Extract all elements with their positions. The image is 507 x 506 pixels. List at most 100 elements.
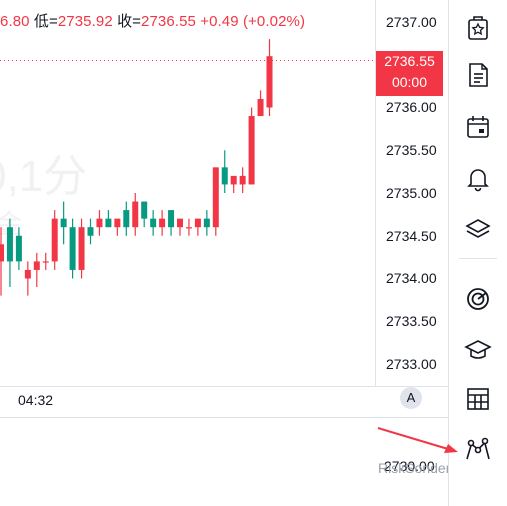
news-button[interactable] [460,57,496,93]
chart-nodes-button[interactable] [460,430,496,466]
candle [141,201,148,228]
lower-pane-tick: 2730.00 [384,458,435,474]
candle-body [87,227,94,236]
candle-body [194,218,201,228]
table-icon [467,388,489,410]
time-axis[interactable]: 04:32 A [0,386,448,418]
open-value: 6.80 [0,13,30,30]
candle [185,218,192,236]
candle [105,210,112,228]
layers-icon [465,219,491,238]
alerts-button[interactable] [460,160,496,196]
low-value: 2735.92 [57,13,113,30]
chart-pane[interactable]: 0,1分 金 6.80 低=2735.92 收=2736.55 +0.49 (+… [0,0,375,386]
price-tick: 2734.50 [386,228,437,244]
candle-body [159,218,166,228]
candle [159,210,166,236]
price-tick: 2737.00 [386,14,437,30]
watchlist-button[interactable] [460,10,496,46]
candle-body [203,218,210,228]
candle-body [51,218,58,262]
news-icon [469,63,488,87]
target-button[interactable] [460,281,496,317]
education-cap-icon [464,340,492,359]
table-button[interactable] [460,381,496,417]
candle-body [141,201,148,219]
candle-body [150,218,157,228]
candle-body [24,269,31,279]
price-tick: 2735.50 [386,142,437,158]
candle-body [69,227,76,270]
candle [257,90,264,117]
candle-body [221,167,228,185]
candle-body [239,175,246,185]
price-tick: 2735.00 [386,185,437,201]
right-toolbar [448,0,507,506]
candle [266,39,273,117]
ohlc-legend: 6.80 低=2735.92 收=2736.55 +0.49 (+0.02%) [0,10,305,31]
candle [239,167,246,193]
symbol-watermark-extra: 金 [0,209,23,239]
alert-bell-icon [467,169,489,192]
candle [33,252,40,288]
education-button[interactable] [460,331,496,367]
candle [6,218,13,288]
candle-body [257,98,264,117]
target-icon [467,288,489,310]
price-tick: 2733.00 [386,356,437,372]
close-label: 收= [117,13,142,30]
candle-body [177,218,183,228]
candle-body [185,227,192,229]
candle-body [42,261,49,263]
calendar-button[interactable] [460,109,496,145]
candle-body [6,227,13,262]
candle [87,218,94,245]
brand-watermark: RiskSonder [378,460,451,476]
close-value: 2736.55 [141,13,196,30]
candle-body [132,201,139,228]
candle-body [78,227,85,270]
change-value: +0.49 (+0.02%) [200,13,306,30]
calendar-icon [467,116,489,138]
candle-body [248,116,255,185]
candle [114,218,121,236]
low-label: 低= [33,13,58,30]
candle-body [114,218,121,228]
auto-scale-button[interactable]: A [400,387,422,409]
candle [51,210,58,270]
toolbar-divider [459,258,497,259]
candle-body [105,218,112,228]
candle [177,218,183,236]
lower-pane[interactable]: 2730.00 [0,418,448,506]
candle [221,150,228,193]
candle [212,167,219,236]
candle [0,227,4,296]
candle [96,210,103,236]
candle-body [0,244,4,262]
candle-body [15,235,22,262]
candle [132,193,139,236]
symbol-watermark: 0,1分 [0,152,88,201]
price-tick: 2736.00 [386,99,437,115]
layers-button[interactable] [460,211,496,247]
candle [60,201,67,245]
candle [203,210,210,236]
candle-body [60,218,67,228]
candle-body [33,261,40,270]
candle-body [168,210,175,228]
candle [230,175,237,193]
candle [15,227,22,270]
last-price-value: 2736.55 [384,53,435,69]
candlestick-series [0,39,375,296]
candle [78,218,85,279]
candle [42,252,49,270]
candle-body [212,167,219,228]
price-axis[interactable]: 2737.00 2736.00 2735.50 2735.00 2734.50 … [375,0,449,386]
candle-body [266,56,273,108]
candle [168,210,175,236]
watchlist-icon [468,16,488,40]
chart-nodes-icon [466,437,490,460]
candle [248,107,255,185]
candle-body [96,218,103,228]
bar-countdown: 00:00 [391,74,428,90]
